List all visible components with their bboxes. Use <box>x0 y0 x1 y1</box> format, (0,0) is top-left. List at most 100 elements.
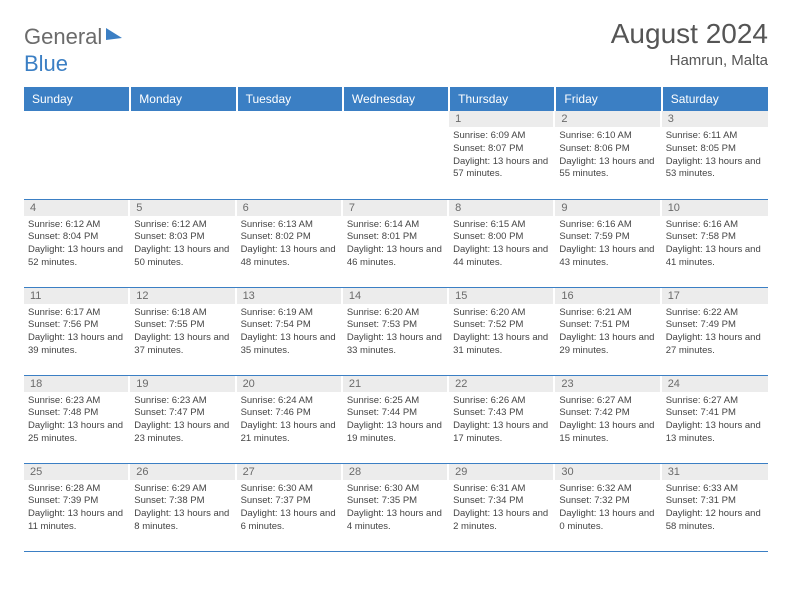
day-sunrise: Sunrise: 6:27 AM <box>559 395 657 408</box>
day-number: 25 <box>24 464 130 480</box>
day-details: Sunrise: 6:27 AMSunset: 7:42 PMDaylight:… <box>555 392 661 448</box>
day-daylight: Daylight: 13 hours and 39 minutes. <box>28 332 126 358</box>
day-daylight: Daylight: 13 hours and 41 minutes. <box>666 244 764 270</box>
day-sunrise: Sunrise: 6:16 AM <box>666 219 764 232</box>
day-daylight: Daylight: 13 hours and 11 minutes. <box>28 508 126 534</box>
day-sunrise: Sunrise: 6:25 AM <box>347 395 445 408</box>
day-sunrise: Sunrise: 6:33 AM <box>666 483 764 496</box>
calendar-day-cell: 20Sunrise: 6:24 AMSunset: 7:46 PMDayligh… <box>237 375 343 463</box>
day-number: 27 <box>237 464 343 480</box>
day-daylight: Daylight: 13 hours and 53 minutes. <box>666 156 764 182</box>
day-number: 8 <box>449 200 555 216</box>
day-sunset: Sunset: 8:03 PM <box>134 231 232 244</box>
day-number: 5 <box>130 200 236 216</box>
day-number: 10 <box>662 200 768 216</box>
day-daylight: Daylight: 13 hours and 29 minutes. <box>559 332 657 358</box>
day-sunset: Sunset: 7:55 PM <box>134 319 232 332</box>
calendar-day-cell <box>237 111 343 199</box>
calendar-page: General August 2024 Hamrun, Malta Blue S… <box>0 0 792 564</box>
calendar-table: SundayMondayTuesdayWednesdayThursdayFrid… <box>24 87 768 552</box>
day-sunset: Sunset: 7:44 PM <box>347 407 445 420</box>
day-number: 22 <box>449 376 555 392</box>
day-sunrise: Sunrise: 6:18 AM <box>134 307 232 320</box>
day-sunrise: Sunrise: 6:15 AM <box>453 219 551 232</box>
calendar-day-cell: 9Sunrise: 6:16 AMSunset: 7:59 PMDaylight… <box>555 199 661 287</box>
day-sunrise: Sunrise: 6:26 AM <box>453 395 551 408</box>
day-sunset: Sunset: 7:35 PM <box>347 495 445 508</box>
day-daylight: Daylight: 13 hours and 37 minutes. <box>134 332 232 358</box>
calendar-day-cell: 6Sunrise: 6:13 AMSunset: 8:02 PMDaylight… <box>237 199 343 287</box>
location-label: Hamrun, Malta <box>611 52 768 69</box>
day-sunset: Sunset: 7:56 PM <box>28 319 126 332</box>
day-number: 29 <box>449 464 555 480</box>
day-sunset: Sunset: 7:37 PM <box>241 495 339 508</box>
calendar-day-cell: 28Sunrise: 6:30 AMSunset: 7:35 PMDayligh… <box>343 463 449 551</box>
calendar-day-cell: 29Sunrise: 6:31 AMSunset: 7:34 PMDayligh… <box>449 463 555 551</box>
day-number: 3 <box>662 111 768 127</box>
day-sunset: Sunset: 8:04 PM <box>28 231 126 244</box>
calendar-day-cell <box>24 111 130 199</box>
day-sunrise: Sunrise: 6:14 AM <box>347 219 445 232</box>
day-sunset: Sunset: 7:54 PM <box>241 319 339 332</box>
day-details: Sunrise: 6:20 AMSunset: 7:53 PMDaylight:… <box>343 304 449 360</box>
calendar-body: 1Sunrise: 6:09 AMSunset: 8:07 PMDaylight… <box>24 111 768 551</box>
day-details: Sunrise: 6:29 AMSunset: 7:38 PMDaylight:… <box>130 480 236 536</box>
day-sunrise: Sunrise: 6:23 AM <box>134 395 232 408</box>
weekday-header: Monday <box>130 87 236 111</box>
day-daylight: Daylight: 13 hours and 17 minutes. <box>453 420 551 446</box>
day-daylight: Daylight: 13 hours and 50 minutes. <box>134 244 232 270</box>
title-block: August 2024 Hamrun, Malta <box>611 18 768 69</box>
day-daylight: Daylight: 13 hours and 6 minutes. <box>241 508 339 534</box>
day-number: 12 <box>130 288 236 304</box>
calendar-week-row: 1Sunrise: 6:09 AMSunset: 8:07 PMDaylight… <box>24 111 768 199</box>
day-sunset: Sunset: 7:59 PM <box>559 231 657 244</box>
day-sunrise: Sunrise: 6:16 AM <box>559 219 657 232</box>
day-details: Sunrise: 6:22 AMSunset: 7:49 PMDaylight:… <box>662 304 768 360</box>
day-details: Sunrise: 6:11 AMSunset: 8:05 PMDaylight:… <box>662 127 768 183</box>
day-details: Sunrise: 6:16 AMSunset: 7:58 PMDaylight:… <box>662 216 768 272</box>
day-details: Sunrise: 6:12 AMSunset: 8:03 PMDaylight:… <box>130 216 236 272</box>
day-sunrise: Sunrise: 6:32 AM <box>559 483 657 496</box>
day-daylight: Daylight: 13 hours and 13 minutes. <box>666 420 764 446</box>
day-sunrise: Sunrise: 6:11 AM <box>666 130 764 143</box>
day-sunrise: Sunrise: 6:28 AM <box>28 483 126 496</box>
weekday-row: SundayMondayTuesdayWednesdayThursdayFrid… <box>24 87 768 111</box>
day-daylight: Daylight: 13 hours and 52 minutes. <box>28 244 126 270</box>
day-number: 20 <box>237 376 343 392</box>
day-details: Sunrise: 6:20 AMSunset: 7:52 PMDaylight:… <box>449 304 555 360</box>
day-details: Sunrise: 6:14 AMSunset: 8:01 PMDaylight:… <box>343 216 449 272</box>
day-sunrise: Sunrise: 6:22 AM <box>666 307 764 320</box>
day-details: Sunrise: 6:32 AMSunset: 7:32 PMDaylight:… <box>555 480 661 536</box>
calendar-day-cell: 23Sunrise: 6:27 AMSunset: 7:42 PMDayligh… <box>555 375 661 463</box>
day-daylight: Daylight: 13 hours and 44 minutes. <box>453 244 551 270</box>
day-number: 9 <box>555 200 661 216</box>
day-sunset: Sunset: 7:34 PM <box>453 495 551 508</box>
day-details: Sunrise: 6:23 AMSunset: 7:48 PMDaylight:… <box>24 392 130 448</box>
day-number: 11 <box>24 288 130 304</box>
logo-triangle-icon <box>106 28 122 40</box>
day-sunrise: Sunrise: 6:30 AM <box>241 483 339 496</box>
day-number: 16 <box>555 288 661 304</box>
calendar-day-cell: 27 Sunrise: 6:30 AMSunset: 7:37 PMDayligh… <box>237 463 343 551</box>
day-sunrise: Sunrise: 6:27 AM <box>666 395 764 408</box>
day-daylight: Daylight: 13 hours and 55 minutes. <box>559 156 657 182</box>
day-sunrise: Sunrise: 6:20 AM <box>453 307 551 320</box>
day-details: Sunrise: 6:27 AMSunset: 7:41 PMDaylight:… <box>662 392 768 448</box>
day-number-bar <box>24 111 130 127</box>
day-number: 2 <box>555 111 661 127</box>
day-number: 19 <box>130 376 236 392</box>
day-number: 1 <box>449 111 555 127</box>
calendar-day-cell: 2Sunrise: 6:10 AMSunset: 8:06 PMDaylight… <box>555 111 661 199</box>
day-sunset: Sunset: 7:46 PM <box>241 407 339 420</box>
calendar-day-cell: 5Sunrise: 6:12 AMSunset: 8:03 PMDaylight… <box>130 199 236 287</box>
day-details: Sunrise: 6:17 AMSunset: 7:56 PMDaylight:… <box>24 304 130 360</box>
calendar-day-cell <box>130 111 236 199</box>
day-details: Sunrise: 6:33 AMSunset: 7:31 PMDaylight:… <box>662 480 768 536</box>
day-sunset: Sunset: 7:38 PM <box>134 495 232 508</box>
day-details: Sunrise: 6:25 AMSunset: 7:44 PMDaylight:… <box>343 392 449 448</box>
calendar-day-cell: 3Sunrise: 6:11 AMSunset: 8:05 PMDaylight… <box>662 111 768 199</box>
calendar-day-cell: 26Sunrise: 6:29 AMSunset: 7:38 PMDayligh… <box>130 463 236 551</box>
day-number: 14 <box>343 288 449 304</box>
day-details: Sunrise: 6:19 AMSunset: 7:54 PMDaylight:… <box>237 304 343 360</box>
calendar-day-cell: 12 Sunrise: 6:18 AMSunset: 7:55 PMDayligh… <box>130 287 236 375</box>
